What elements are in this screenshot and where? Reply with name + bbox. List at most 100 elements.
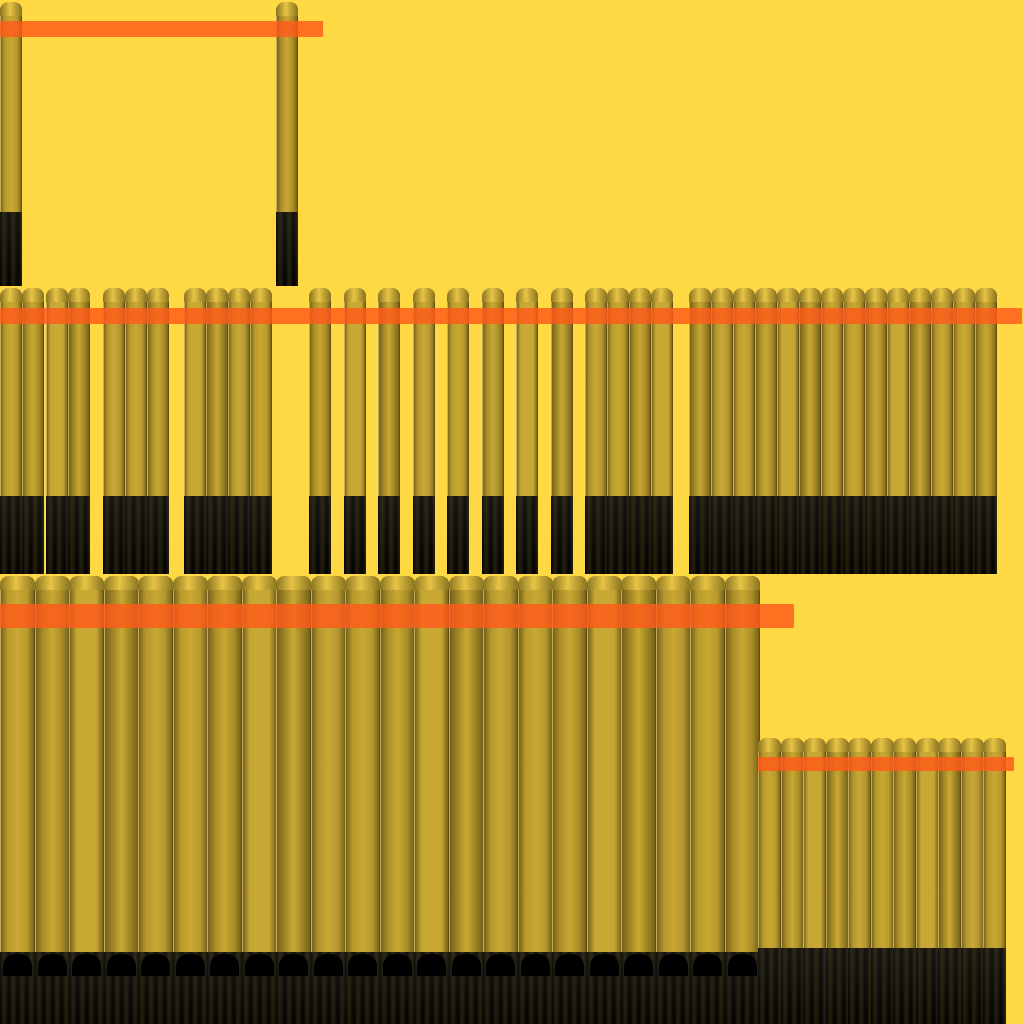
- column-base: [0, 212, 22, 286]
- column-tip: [345, 576, 380, 590]
- column-bar: [46, 288, 68, 574]
- column-arch: [348, 954, 377, 976]
- column-base: [780, 948, 804, 1024]
- column-tip: [870, 738, 894, 752]
- column-bar: [621, 576, 656, 1024]
- column-tip: [983, 738, 1006, 752]
- column-bar: [586, 576, 622, 1024]
- column-tip: [517, 576, 553, 590]
- column-tip: [482, 288, 504, 302]
- column-arch: [210, 954, 239, 976]
- column-arch: [106, 954, 136, 976]
- column-tip: [22, 288, 44, 302]
- column-base: [309, 496, 331, 574]
- column-bar: [483, 576, 518, 1024]
- column-arch: [313, 954, 343, 976]
- column-base: [915, 948, 939, 1024]
- column-tip: [848, 738, 871, 752]
- column-tip: [629, 288, 651, 302]
- column-base: [777, 496, 799, 574]
- column-bar: [276, 2, 298, 286]
- column-bar: [689, 288, 711, 574]
- column-tip: [413, 288, 435, 302]
- column-base: [983, 948, 1006, 1024]
- column-bar: [724, 576, 760, 1024]
- column-arch: [658, 954, 688, 976]
- column-tip: [825, 738, 849, 752]
- column-tip: [309, 288, 331, 302]
- column-bar: [931, 288, 953, 574]
- column-bar: [777, 288, 799, 574]
- column-base: [960, 948, 984, 1024]
- column-base: [887, 496, 909, 574]
- column-bar: [125, 288, 147, 574]
- column-base: [0, 496, 22, 574]
- column-bar: [585, 288, 607, 574]
- column-bar: [953, 288, 975, 574]
- column-tip: [46, 288, 68, 302]
- column-base: [953, 496, 975, 574]
- column-tip: [125, 288, 147, 302]
- column-tip: [689, 288, 711, 302]
- column-tip: [378, 288, 400, 302]
- column-bar: [552, 576, 587, 1024]
- column-tip: [975, 288, 997, 302]
- column-bar: [915, 738, 939, 1024]
- column-tip: [758, 738, 781, 752]
- column-base: [689, 496, 711, 574]
- column-bar: [865, 288, 887, 574]
- column-bar: [34, 576, 70, 1024]
- column-tip: [0, 288, 22, 302]
- column-bar: [651, 288, 673, 574]
- column-bar: [206, 288, 228, 574]
- column-base: [931, 496, 953, 574]
- column-tip: [552, 576, 587, 590]
- column-bar: [629, 288, 651, 574]
- orange-stripe-wide: [0, 604, 794, 628]
- column-base: [975, 496, 997, 574]
- column-tip: [821, 288, 843, 302]
- column-base: [447, 496, 469, 574]
- column-base: [250, 496, 272, 574]
- column-base: [184, 496, 206, 574]
- column-tip: [931, 288, 953, 302]
- column-base: [629, 496, 651, 574]
- column-arch: [417, 954, 446, 976]
- column-tip: [69, 576, 104, 590]
- column-base: [46, 496, 68, 574]
- column-base: [206, 496, 228, 574]
- column-bar: [69, 576, 104, 1024]
- column-bar: [345, 576, 380, 1024]
- column-base: [870, 948, 894, 1024]
- column-tip: [803, 738, 826, 752]
- column-arch: [486, 954, 515, 976]
- column-bar: [825, 738, 849, 1024]
- column-bar: [379, 576, 415, 1024]
- column-bar: [843, 288, 865, 574]
- column-bar: [172, 576, 208, 1024]
- column-bar: [241, 576, 277, 1024]
- column-bar: [711, 288, 733, 574]
- column-tip: [607, 288, 629, 302]
- column-base: [125, 496, 147, 574]
- column-tip: [414, 576, 449, 590]
- column-base: [825, 948, 849, 1024]
- column-bar: [482, 288, 504, 574]
- column-base: [22, 496, 44, 574]
- column-tip: [184, 288, 206, 302]
- column-tip: [843, 288, 865, 302]
- column-tip: [960, 738, 984, 752]
- orange-stripe-top: [0, 21, 323, 37]
- column-base: [68, 496, 90, 574]
- column-bar: [68, 288, 90, 574]
- column-base: [909, 496, 931, 574]
- column-tip: [887, 288, 909, 302]
- column-bar: [848, 738, 871, 1024]
- column-tip: [755, 288, 777, 302]
- column-tip: [651, 288, 673, 302]
- column-tip: [938, 738, 961, 752]
- column-arch: [3, 954, 32, 976]
- column-bar: [22, 288, 44, 574]
- column-arch: [693, 954, 722, 976]
